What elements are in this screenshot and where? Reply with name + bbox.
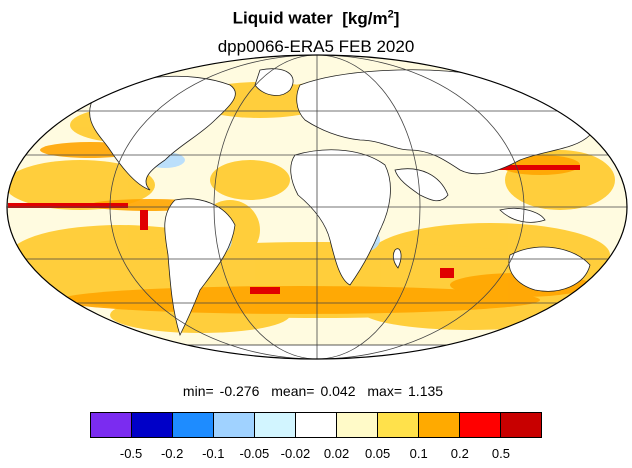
map-title: Liquid water [kg/m2] — [0, 8, 632, 29]
min-value: -0.276 — [219, 383, 260, 399]
colorbar-cell — [378, 413, 419, 437]
colorbar-tick-label: -0.02 — [280, 446, 311, 461]
globe-outline — [6, 54, 628, 360]
colorbar-tick-label: 0.1 — [409, 446, 428, 461]
colorbar-cell — [337, 413, 378, 437]
max-label: max= — [367, 383, 403, 399]
colorbar-cell — [173, 413, 214, 437]
colorbar-ticks: -0.5 -0.2 -0.1 -0.05 -0.02 0.02 0.05 0.1 0.2 0.5 — [0, 446, 632, 464]
colorbar-cell — [501, 413, 541, 437]
mean-value: 0.042 — [320, 383, 356, 399]
statistics-line: min= -0.276 mean= 0.042 max= 1.135 — [0, 383, 632, 399]
map-subtitle: dpp0066-ERA5 FEB 2020 — [217, 37, 415, 56]
colorbar-cell — [214, 413, 255, 437]
colorbar-tick-label: -0.2 — [160, 446, 184, 461]
colorbar-cell — [296, 413, 337, 437]
colorbar-cell — [419, 413, 460, 437]
max-value: 1.135 — [408, 383, 444, 399]
title-units: [kg/m2] — [342, 8, 400, 28]
colorbar-tick-label: 0.05 — [364, 446, 391, 461]
world-map — [6, 54, 628, 360]
colorbar — [90, 412, 542, 438]
colorbar-tick-label: -0.5 — [119, 446, 143, 461]
min-label: min= — [182, 383, 214, 399]
mean-label: mean= — [271, 383, 315, 399]
colorbar-cell — [460, 413, 501, 437]
colorbar-tick-label: -0.05 — [239, 446, 270, 461]
colorbar-cell — [91, 413, 132, 437]
graticule — [7, 55, 627, 359]
colorbar-tick-label: -0.1 — [202, 446, 225, 461]
title-text: Liquid water — [232, 8, 333, 28]
colorbar-cell — [255, 413, 296, 437]
colorbar-cell — [132, 413, 173, 437]
colorbar-tick-label: 0.5 — [491, 446, 510, 461]
colorbar-tick-label: 0.2 — [450, 446, 469, 461]
colorbar-tick-label: 0.02 — [323, 446, 350, 461]
